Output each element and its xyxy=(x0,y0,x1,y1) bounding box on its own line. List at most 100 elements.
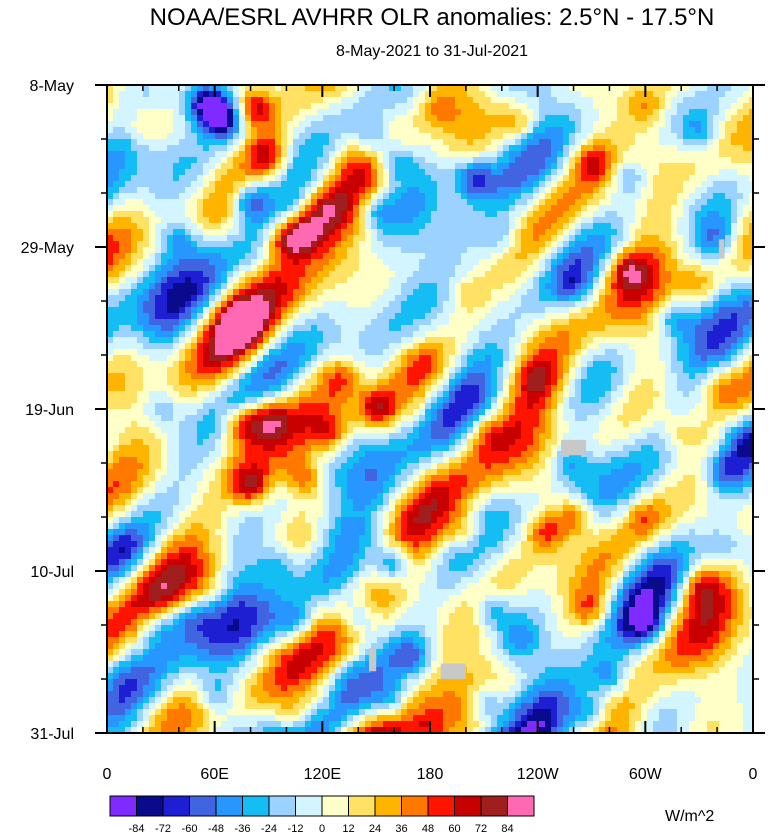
heatmap-cell xyxy=(317,205,324,212)
heatmap-cell xyxy=(281,103,288,110)
heatmap-cell xyxy=(731,253,738,260)
heatmap-cell xyxy=(323,175,330,182)
heatmap-cell xyxy=(335,295,342,302)
heatmap-cell xyxy=(347,295,354,302)
heatmap-cell xyxy=(197,355,204,362)
heatmap-cell xyxy=(581,349,588,356)
heatmap-cell xyxy=(509,217,516,224)
heatmap-cell xyxy=(233,295,240,302)
heatmap-cell xyxy=(467,85,474,92)
heatmap-cell xyxy=(299,121,306,128)
heatmap-cell xyxy=(647,289,654,296)
heatmap-cell xyxy=(371,187,378,194)
heatmap-cell xyxy=(191,265,198,272)
heatmap-cell xyxy=(413,349,420,356)
heatmap-cell xyxy=(425,169,432,176)
heatmap-cell xyxy=(473,313,480,320)
heatmap-cell xyxy=(509,265,516,272)
heatmap-cell xyxy=(467,277,474,284)
heatmap-cell xyxy=(683,97,690,104)
heatmap-cell xyxy=(275,103,282,110)
heatmap-cell xyxy=(617,85,624,92)
heatmap-cell xyxy=(581,343,588,350)
heatmap-cell xyxy=(509,211,516,218)
heatmap-cell xyxy=(167,145,174,152)
heatmap-cell xyxy=(251,355,258,362)
heatmap-cell xyxy=(341,307,348,314)
heatmap-cell xyxy=(647,325,654,332)
heatmap-cell xyxy=(509,313,516,320)
heatmap-cell xyxy=(491,355,498,362)
heatmap-cell xyxy=(521,217,528,224)
heatmap-cell xyxy=(209,205,216,212)
heatmap-cell xyxy=(617,325,624,332)
heatmap-cell xyxy=(371,265,378,272)
heatmap-cell xyxy=(539,343,546,350)
heatmap-cell xyxy=(731,301,738,308)
heatmap-cell xyxy=(209,277,216,284)
heatmap-cell xyxy=(461,349,468,356)
heatmap-cell xyxy=(257,199,264,206)
heatmap-cell xyxy=(215,169,222,176)
heatmap-cell xyxy=(473,349,480,356)
heatmap-cell xyxy=(635,187,642,194)
heatmap-cell xyxy=(257,193,264,200)
heatmap-cell xyxy=(743,307,750,314)
heatmap-cell xyxy=(311,331,318,338)
heatmap-cell xyxy=(401,115,408,122)
heatmap-cell xyxy=(629,337,636,344)
heatmap-cell xyxy=(371,277,378,284)
heatmap-cell xyxy=(413,283,420,290)
heatmap-cell xyxy=(119,103,126,110)
heatmap-cell xyxy=(635,343,642,350)
heatmap-cell xyxy=(347,313,354,320)
heatmap-cell xyxy=(749,181,754,188)
heatmap-cell xyxy=(431,199,438,206)
heatmap-cell xyxy=(407,115,414,122)
heatmap-cell xyxy=(701,259,708,266)
heatmap-cell xyxy=(299,259,306,266)
heatmap-cell xyxy=(359,301,366,308)
heatmap-cell xyxy=(539,319,546,326)
heatmap-cell xyxy=(185,193,192,200)
heatmap-cell xyxy=(713,103,720,110)
heatmap-cell xyxy=(497,163,504,170)
heatmap-cell xyxy=(419,259,426,266)
heatmap-cell xyxy=(491,103,498,110)
heatmap-cell xyxy=(317,271,324,278)
heatmap-cell xyxy=(161,247,168,254)
heatmap-cell xyxy=(137,223,144,230)
heatmap-cell xyxy=(575,253,582,260)
heatmap-cell xyxy=(323,139,330,146)
heatmap-cell xyxy=(443,145,450,152)
heatmap-cell xyxy=(521,271,528,278)
heatmap-cell xyxy=(449,199,456,206)
heatmap-cell xyxy=(203,223,210,230)
heatmap-cell xyxy=(371,313,378,320)
heatmap-cell xyxy=(239,277,246,284)
heatmap-cell xyxy=(749,91,754,98)
heatmap-cell xyxy=(389,223,396,230)
heatmap-cell xyxy=(155,313,162,320)
heatmap-cell xyxy=(719,349,726,356)
heatmap-cell xyxy=(491,307,498,314)
heatmap-cell xyxy=(497,331,504,338)
heatmap-cell xyxy=(503,235,510,242)
heatmap-cell xyxy=(485,217,492,224)
heatmap-cell xyxy=(137,289,144,296)
heatmap-cell xyxy=(665,355,672,362)
heatmap-cell xyxy=(713,151,720,158)
heatmap-cell xyxy=(479,139,486,146)
heatmap-cell xyxy=(515,181,522,188)
heatmap-cell xyxy=(665,217,672,224)
heatmap-cell xyxy=(413,241,420,248)
heatmap-cell xyxy=(701,313,708,320)
heatmap-cell xyxy=(257,115,264,122)
heatmap-cell xyxy=(227,307,234,314)
heatmap-cell xyxy=(341,355,348,362)
heatmap-cell xyxy=(587,259,594,266)
heatmap-cell xyxy=(317,199,324,206)
heatmap-cell xyxy=(107,307,114,314)
heatmap-cell xyxy=(299,355,306,362)
heatmap-cell xyxy=(179,145,186,152)
